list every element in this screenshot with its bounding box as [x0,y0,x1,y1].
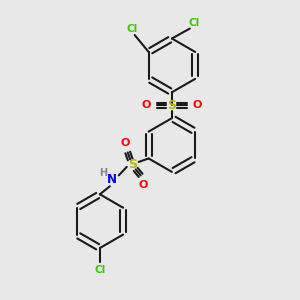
Text: O: O [193,100,202,110]
Text: Cl: Cl [188,18,200,28]
Text: O: O [142,100,151,110]
Text: O: O [120,137,129,148]
Text: N: N [107,173,117,186]
Text: Cl: Cl [94,265,106,275]
Text: H: H [99,168,107,178]
Text: S: S [128,158,137,171]
Text: Cl: Cl [126,23,137,34]
Text: O: O [139,180,148,190]
Text: S: S [167,99,176,112]
